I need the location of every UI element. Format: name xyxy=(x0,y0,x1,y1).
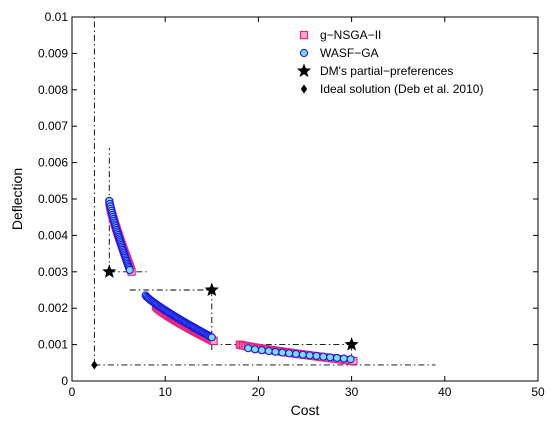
y-tick-label: 0.007 xyxy=(38,119,68,133)
y-tick-label: 0.002 xyxy=(38,301,68,315)
data-point xyxy=(298,350,307,359)
legend-marker xyxy=(299,30,309,40)
data-point xyxy=(207,333,216,342)
data-point xyxy=(312,351,321,361)
y-tick-label: 0.003 xyxy=(38,265,68,279)
legend-label: WASF−GA xyxy=(320,46,379,60)
ideal-point-diamond xyxy=(91,360,98,370)
legend-marker-diamond xyxy=(300,84,308,94)
legend-entry: WASF−GA xyxy=(299,46,379,60)
y-tick-label: 0.004 xyxy=(38,228,68,242)
legend-label: g−NSGA−II xyxy=(320,28,381,42)
data-point xyxy=(264,346,273,356)
data-point xyxy=(346,355,355,364)
y-tick-label: 0.001 xyxy=(38,338,68,352)
data-point xyxy=(332,353,342,362)
data-point xyxy=(278,348,287,357)
data-point xyxy=(285,349,294,358)
x-tick-label: 30 xyxy=(345,385,359,399)
legend-entry: g−NSGA−II xyxy=(299,28,381,42)
legend-marker xyxy=(299,48,309,58)
y-axis-label: Deflection xyxy=(9,168,25,230)
x-tick-label: 40 xyxy=(438,385,452,399)
data-point xyxy=(339,354,348,363)
x-tick-label: 50 xyxy=(531,385,545,399)
y-tick-label: 0.005 xyxy=(38,192,68,206)
data-point xyxy=(291,349,301,359)
legend-marker-star xyxy=(296,63,312,78)
data-point xyxy=(271,347,280,356)
data-point xyxy=(319,352,328,361)
legend-label: DM's partial−preferences xyxy=(320,64,453,78)
y-tick-label: 0.009 xyxy=(38,46,68,60)
series-wasf-ga xyxy=(105,196,355,364)
y-tick-label: 0.006 xyxy=(38,156,68,170)
data-point xyxy=(125,265,134,275)
data-point xyxy=(305,351,314,360)
y-tick-label: 0 xyxy=(61,374,68,388)
legend-label: Ideal solution (Deb et al. 2010) xyxy=(320,82,483,96)
x-axis-label: Cost xyxy=(291,402,320,418)
series-g-nsga-ii xyxy=(105,198,358,366)
data-point xyxy=(250,345,260,354)
axis-ticks: 0 10 20 30 40 50 0 0.001 0.002 0.003 0.004 0.005 0.0… xyxy=(38,10,545,399)
data-point xyxy=(244,344,253,353)
data-point xyxy=(326,353,335,362)
legend-entry: DM's partial−preferences xyxy=(296,63,453,78)
special-markers-layer xyxy=(91,264,359,370)
y-tick-label: 0.01 xyxy=(45,10,69,24)
data-point xyxy=(257,346,266,355)
series-layer xyxy=(105,196,358,366)
legend: g−NSGA−II WASF−GA DM's partial−preferences… xyxy=(296,28,483,96)
x-tick-label: 20 xyxy=(252,385,266,399)
legend-entry: Ideal solution (Deb et al. 2010) xyxy=(300,82,483,96)
x-tick-label: 10 xyxy=(159,385,173,399)
x-tick-label: 0 xyxy=(69,385,76,399)
y-tick-label: 0.008 xyxy=(38,83,68,97)
preference-star xyxy=(102,264,117,278)
preference-star xyxy=(344,337,359,351)
preference-star xyxy=(204,282,219,297)
